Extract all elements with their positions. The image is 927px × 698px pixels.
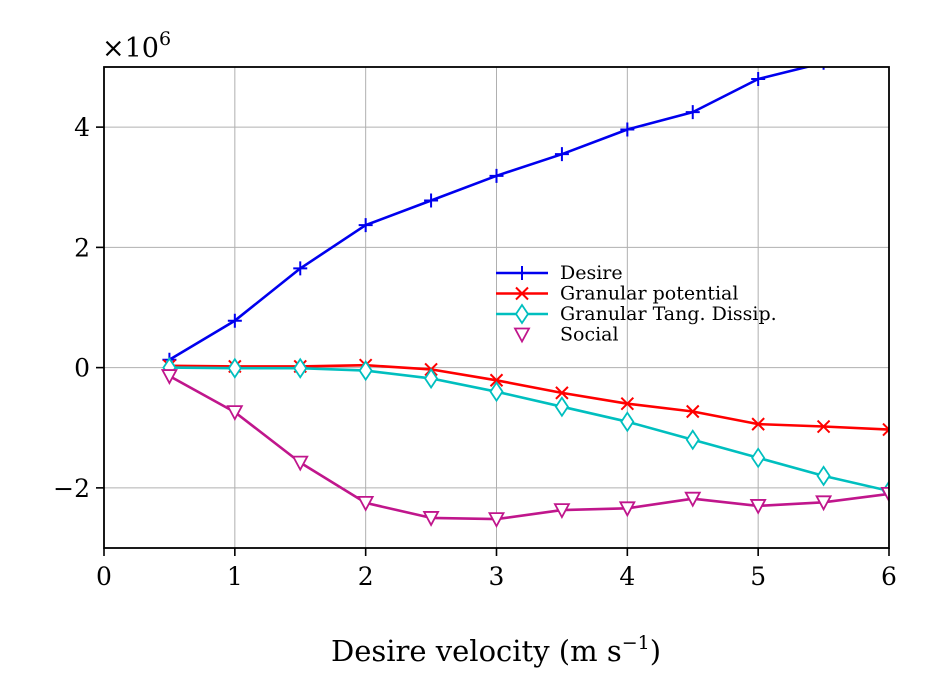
legend-entry-social: Social <box>513 324 619 346</box>
data-point-granular-tang-dissip <box>293 357 308 379</box>
data-point-desire <box>489 168 504 183</box>
data-point-desire <box>620 122 635 137</box>
x-tick-label: 4 <box>619 562 635 591</box>
series-line-granular-potential <box>169 363 889 431</box>
data-point-granular-tang-dissip <box>816 465 831 487</box>
data-point-granular-tang-dissip <box>554 396 569 418</box>
data-point-social <box>291 455 309 472</box>
data-point-desire <box>358 218 373 233</box>
data-point-granular-potential <box>620 396 635 411</box>
data-point-granular-potential <box>555 386 569 400</box>
data-point-granular-tang-dissip <box>227 357 242 379</box>
data-point-social <box>684 491 702 508</box>
data-point-social <box>357 496 375 512</box>
data-point-granular-potential <box>489 373 504 387</box>
data-point-granular-tang-dissip <box>489 381 504 403</box>
data-point-granular-tang-dissip <box>358 360 373 382</box>
legend-marker <box>513 327 531 344</box>
data-point-desire <box>293 261 308 276</box>
data-point-social <box>553 503 571 520</box>
data-point-desire <box>685 105 700 120</box>
data-point-social <box>815 495 833 512</box>
data-point-social <box>880 486 889 503</box>
data-point-desire <box>424 193 439 208</box>
series-line-desire <box>168 67 813 361</box>
y-tick-label: −2 <box>53 474 90 503</box>
y-tick-label: 4 <box>74 113 90 142</box>
data-point-social <box>487 512 506 529</box>
series-layer <box>160 42 896 529</box>
data-point-desire <box>227 313 242 328</box>
series-granular-potential <box>162 358 889 437</box>
legend-entry-desire: Desire <box>496 262 623 284</box>
y-tick-label: 0 <box>74 354 90 383</box>
legend-entry-granular-tang-dissip: Granular Tang. Dissip. <box>496 303 777 325</box>
legend-marker <box>514 303 530 325</box>
data-point-desire <box>554 147 569 162</box>
legend-marker <box>515 266 529 280</box>
data-point-granular-potential <box>686 404 700 419</box>
data-point-granular-tang-dissip <box>620 411 635 433</box>
data-point-social <box>160 369 178 385</box>
legend-label: Social <box>560 324 619 346</box>
data-point-granular-potential <box>751 417 765 431</box>
data-point-social <box>226 405 244 422</box>
y-axis-multiplier: ×106 <box>102 28 171 64</box>
legend-marker <box>515 286 529 301</box>
series-granular-tang-dissip <box>162 357 889 502</box>
series-line-granular-tang-dissip <box>169 366 889 493</box>
data-point-social <box>422 511 440 527</box>
legend-label: Granular Tang. Dissip. <box>560 303 777 325</box>
series-line-social <box>168 374 889 521</box>
data-point-social <box>618 501 636 518</box>
legend-label: Desire <box>560 262 623 284</box>
data-point-desire <box>882 42 896 56</box>
series-desire <box>162 42 896 367</box>
data-point-desire <box>751 72 766 87</box>
x-axis-label: Desire velocity (m s−1) <box>331 632 661 668</box>
series-social <box>160 369 889 529</box>
x-tick-label: 3 <box>489 562 505 591</box>
x-tick-label: 6 <box>881 562 897 591</box>
x-tick-label: 0 <box>96 562 112 591</box>
x-tick-label: 5 <box>750 562 766 591</box>
x-tick-label: 2 <box>358 562 374 591</box>
y-tick-label: 2 <box>74 233 90 262</box>
x-tick-label: 1 <box>227 562 243 591</box>
axis-ticks: 0 1 2 3 4 5 6 −2 0 2 4 <box>53 113 897 591</box>
legend-label: Granular potential <box>560 283 738 305</box>
data-point-social <box>749 499 767 515</box>
data-point-granular-tang-dissip <box>751 447 766 469</box>
data-point-granular-potential <box>882 422 889 437</box>
data-point-granular-tang-dissip <box>685 429 700 451</box>
data-point-granular-potential <box>816 419 831 434</box>
data-point-granular-tang-dissip <box>424 367 439 390</box>
legend-entry-granular-potential: Granular potential <box>496 283 738 305</box>
grid <box>103 67 890 548</box>
